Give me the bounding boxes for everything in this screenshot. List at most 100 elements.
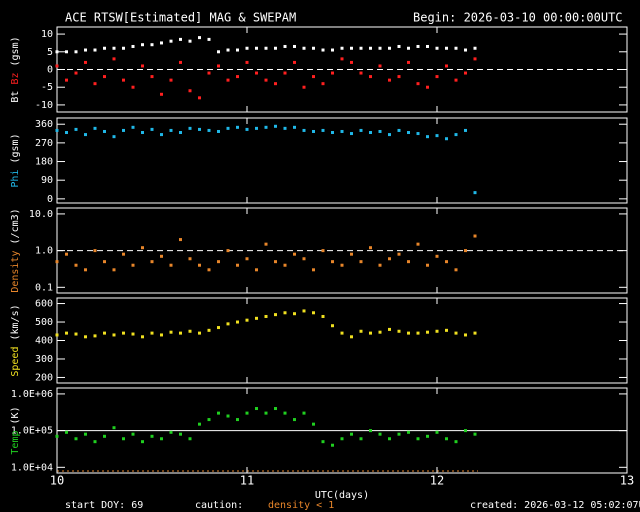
data-point: [245, 127, 249, 131]
data-point: [473, 46, 477, 50]
data-point: [283, 311, 287, 315]
data-point: [274, 313, 277, 317]
data-point: [435, 329, 439, 333]
data-point: [350, 335, 353, 339]
data-point: [217, 326, 220, 330]
x-axis-label: UTC(days): [315, 490, 369, 501]
data-point: [122, 252, 125, 256]
created: created: 2026-03-12 05:02:07UTC: [470, 500, 640, 511]
data-point: [226, 78, 230, 82]
data-point: [454, 46, 458, 50]
data-point: [359, 329, 363, 333]
y-tick-label: 90: [41, 175, 53, 186]
data-point: [264, 46, 268, 50]
data-point: [397, 432, 401, 436]
data-point: [150, 260, 154, 264]
data-point: [331, 131, 334, 135]
data-point: [397, 44, 401, 48]
data-point: [359, 128, 363, 132]
data-point: [103, 129, 106, 133]
data-point: [274, 260, 277, 264]
data-point: [293, 44, 296, 48]
data-point: [426, 330, 429, 334]
data-point: [169, 330, 173, 334]
data-point: [464, 71, 467, 75]
data-point: [312, 75, 315, 79]
y-tick-label: 300: [35, 354, 53, 365]
data-point: [74, 263, 78, 267]
data-point: [397, 75, 401, 79]
data-point: [160, 41, 163, 45]
data-point: [84, 60, 87, 64]
data-point: [198, 127, 201, 131]
data-point: [407, 260, 410, 264]
data-point: [207, 268, 211, 272]
data-point: [445, 437, 448, 441]
data-point: [473, 234, 477, 238]
data-point: [150, 75, 154, 79]
data-point: [407, 131, 410, 135]
data-point: [188, 39, 192, 43]
data-point: [416, 82, 420, 86]
data-point: [321, 249, 325, 253]
data-point: [112, 46, 116, 50]
data-point: [122, 331, 125, 335]
data-point: [264, 78, 268, 82]
data-point: [388, 78, 391, 82]
data-point: [435, 430, 439, 434]
data-point: [188, 437, 192, 441]
data-point: [340, 437, 344, 441]
data-point: [103, 331, 106, 335]
x-tick-label: 10: [50, 474, 64, 488]
data-point: [350, 132, 353, 136]
data-point: [150, 43, 154, 47]
data-point: [388, 133, 391, 137]
y-tick-label: 270: [35, 138, 53, 149]
data-point: [188, 329, 192, 333]
data-point: [207, 418, 211, 422]
data-point: [207, 328, 211, 332]
data-point: [55, 333, 59, 337]
data-point: [188, 126, 192, 130]
data-point: [131, 432, 135, 436]
data-point: [65, 50, 68, 54]
data-point: [321, 48, 325, 52]
y-axis-label: Phi (gsm): [10, 133, 21, 187]
data-point: [55, 260, 59, 264]
data-point: [65, 131, 68, 135]
data-point: [93, 249, 97, 253]
data-point: [112, 57, 116, 61]
y-tick-label: 600: [35, 299, 53, 310]
data-point: [473, 331, 477, 335]
data-point: [407, 331, 410, 335]
panel-frame: [56, 117, 628, 204]
data-point: [302, 85, 306, 89]
data-point: [350, 60, 353, 64]
y-tick-label: 1.0E+06: [11, 389, 53, 400]
x-tick-label: 12: [430, 474, 444, 488]
data-point: [340, 46, 344, 50]
data-point: [93, 48, 97, 52]
data-point: [226, 126, 230, 130]
data-point: [473, 57, 477, 61]
data-point: [331, 48, 334, 52]
data-point: [245, 257, 249, 261]
data-point: [160, 92, 163, 96]
data-point: [131, 44, 135, 48]
begin-time: Begin: 2026-03-10 00:00:00UTC: [413, 11, 623, 25]
data-point: [84, 432, 87, 436]
data-point: [141, 131, 144, 135]
data-point: [226, 48, 230, 52]
data-point: [264, 411, 268, 415]
data-point: [445, 260, 448, 264]
data-point: [293, 312, 296, 316]
data-point: [112, 333, 116, 337]
data-point: [293, 418, 296, 422]
legend-entry: Phi: [10, 170, 21, 188]
data-point: [435, 134, 439, 138]
data-point: [198, 422, 201, 426]
data-point: [245, 318, 249, 322]
data-point: [160, 437, 163, 441]
